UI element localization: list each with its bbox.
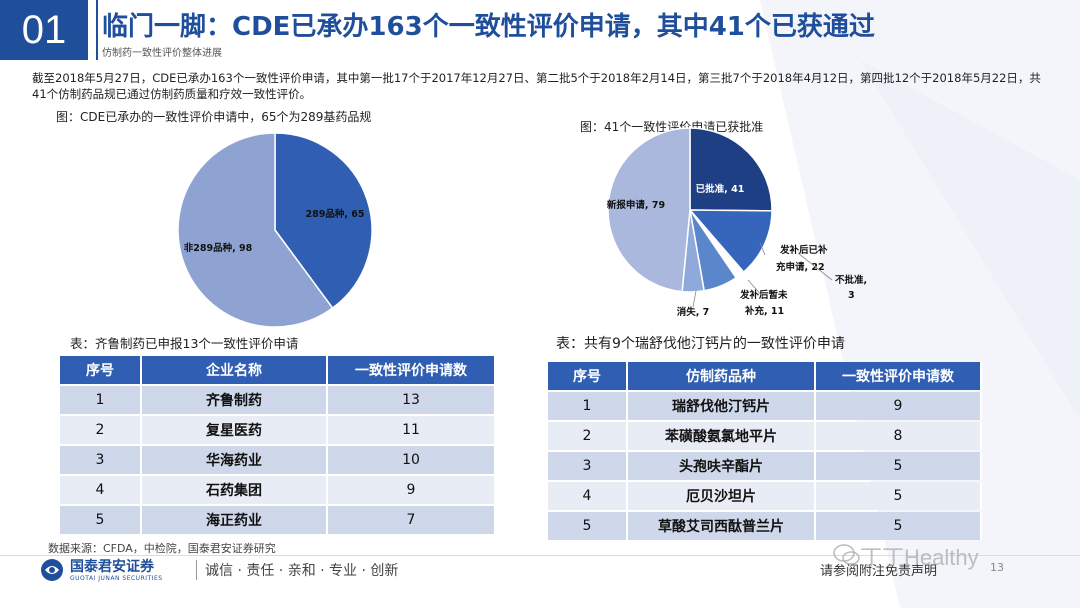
footer-separator [196,560,197,580]
row-index: 3 [60,446,142,474]
row-index: 2 [548,422,628,450]
application-count: 10 [328,446,496,474]
leader-line [692,290,697,308]
company-name: 齐鲁制药 [142,386,328,414]
row-index: 1 [60,386,142,414]
table-row: 3 头孢呋辛酯片 5 [548,452,982,480]
right-chart-caption: 图：41个一致性评价申请已获批准 [580,120,764,134]
drug-name: 草酸艾司西酞普兰片 [628,512,816,540]
application-count: 8 [816,422,982,450]
logo-text-en: GUOTAI JUNAN SECURITIES [70,574,163,582]
left-pie-chart: 289品种, 65 非289品种, 98 [177,132,373,328]
table-row: 5 海正药业 7 [60,506,496,534]
company-name: 复星医药 [142,416,328,444]
table-header-cell: 序号 [548,362,628,390]
table-header-cell: 序号 [60,356,142,384]
pie-data-label: 289品种, 65 [306,208,365,220]
table-row: 1 齐鲁制药 13 [60,386,496,414]
disclaimer-note: 请参阅附注免责声明 [820,564,938,579]
table-row: 1 瑞舒伐他汀钙片 9 [548,392,982,420]
drug-name: 瑞舒伐他汀钙片 [628,392,816,420]
guotai-junan-logo-icon [41,559,63,581]
watermark: 丁丁Healthy [860,545,979,570]
table-row: 5 草酸艾司西酞普兰片 5 [548,512,982,540]
row-index: 4 [548,482,628,510]
left-chart-caption: 图：CDE已承办的一致性评价申请中，65个为289基药品规 [56,110,372,124]
table-header-cell: 仿制药品种 [628,362,816,390]
company-logo: 国泰君安证券 GUOTAI JUNAN SECURITIES [40,558,163,582]
table-header-cell: 一致性评价申请数 [328,356,496,384]
application-count: 5 [816,482,982,510]
pie-data-label: 补充, 11 [744,305,784,317]
pie-data-label: 发补后已补 [779,244,828,256]
title-divider [96,0,98,60]
application-count: 13 [328,386,496,414]
table-row: 4 厄贝沙坦片 5 [548,482,982,510]
left-table-caption: 表：齐鲁制药已申报13个一致性评价申请 [70,336,299,351]
application-count: 7 [328,506,496,534]
application-count: 11 [328,416,496,444]
pie-data-label: 非289品种, 98 [184,242,253,254]
application-count: 9 [816,392,982,420]
table-header-cell: 企业名称 [142,356,328,384]
section-number: 01 [0,0,88,60]
table-header-cell: 一致性评价申请数 [816,362,982,390]
pie-slice-0 [274,132,373,310]
drug-name: 头孢呋辛酯片 [628,452,816,480]
pie-slice-0 [689,127,773,212]
table-row: 2 苯磺酸氨氯地平片 8 [548,422,982,450]
application-count: 5 [816,512,982,540]
pie-data-label: 发补后暂未 [739,289,788,301]
page-number: 13 [990,561,1004,574]
footer-divider [0,555,1080,556]
application-count: 9 [328,476,496,504]
company-name: 华海药业 [142,446,328,474]
drug-name: 厄贝沙坦片 [628,482,816,510]
pie-data-label: 已批准, 41 [696,183,745,195]
pie-data-label: 3 [848,290,855,301]
company-name: 海正药业 [142,506,328,534]
row-index: 4 [60,476,142,504]
row-index: 3 [548,452,628,480]
row-index: 5 [548,512,628,540]
application-count: 5 [816,452,982,480]
logo-text-cn: 国泰君安证券 [70,558,154,575]
pie-slice-5 [607,127,691,293]
leader-line [747,279,764,298]
pie-slice-1 [688,209,773,274]
company-table: 序号 企业名称 一致性评价申请数 1 齐鲁制药 13 2 复星医药 11 3 华海药业 10… [60,354,496,536]
pie-data-label: 新报申请, 79 [607,199,665,211]
pie-data-label: 消失, 7 [677,306,710,318]
data-source-note: 数据来源：CFDA，中检院，国泰君安证券研究 [48,542,276,555]
row-index: 2 [60,416,142,444]
company-name: 石药集团 [142,476,328,504]
table-row: 3 华海药业 10 [60,446,496,474]
pie-slice-1 [177,132,334,328]
page-title: 临门一脚：CDE已承办163个一致性评价申请，其中41个已获通过 [102,12,875,42]
intro-paragraph: 截至2018年5月27日，CDE已承办163个一致性评价申请，其中第一批17个于… [32,71,1041,101]
pie-data-label: 充申请, 22 [776,261,825,273]
drug-name: 苯磺酸氨氯地平片 [628,422,816,450]
table-row: 2 复星医药 11 [60,416,496,444]
row-index: 1 [548,392,628,420]
drug-table: 序号 仿制药品种 一致性评价申请数 1 瑞舒伐他汀钙片 9 2 苯磺酸氨氯地平片 8 3… [548,360,982,542]
row-index: 5 [60,506,142,534]
right-table-caption: 表：共有9个瑞舒伐他汀钙片的一致性评价申请 [556,336,845,352]
leader-line [759,242,766,256]
page-subtitle: 仿制药一致性评价整体进展 [102,48,222,59]
table-row: 4 石药集团 9 [60,476,496,504]
wechat-icon [833,544,860,565]
leader-line [797,252,833,281]
pie-data-label: 不批准, [835,274,867,286]
company-slogan: 诚信 · 责任 · 亲和 · 专业 · 创新 [205,563,399,579]
